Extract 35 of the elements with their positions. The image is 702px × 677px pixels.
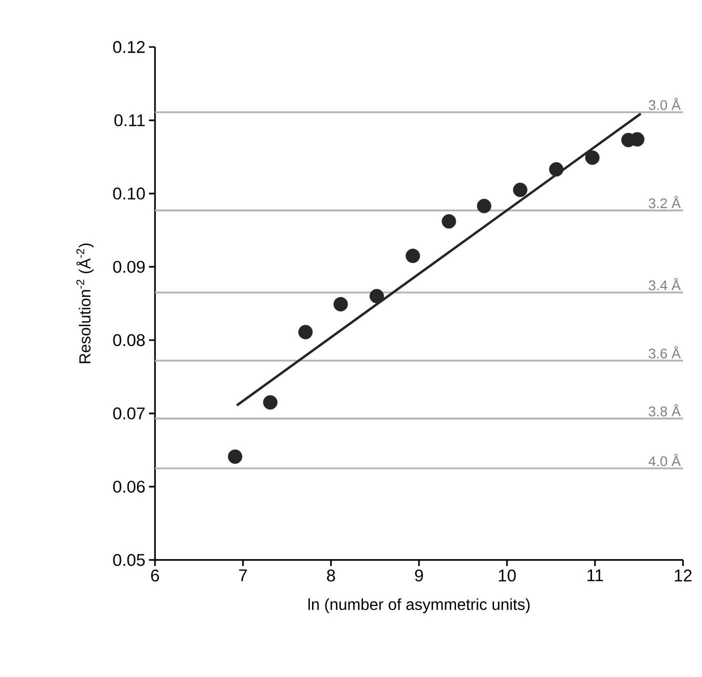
point	[370, 288, 384, 304]
x-tick-label: 12	[674, 570, 692, 582]
point	[549, 162, 564, 177]
y-tick-label: 0.06	[113, 480, 145, 493]
point	[630, 132, 644, 147]
x-tick-label: 7	[239, 570, 247, 582]
x-tick-label: 11	[588, 570, 603, 582]
ref-line-label: 3.6 Å	[648, 346, 681, 358]
x-tick-label: 10	[498, 570, 516, 582]
point	[585, 150, 600, 165]
ref-line-label: 4.0 Å	[648, 454, 681, 466]
x-tick-label: 8	[327, 570, 335, 582]
point	[228, 449, 242, 464]
y-tick-label: 0.08	[113, 334, 145, 346]
point	[298, 324, 313, 340]
ref-line-label: 3.8 Å	[648, 404, 681, 416]
point	[333, 297, 348, 312]
y-tick-label: 0.07	[113, 407, 145, 420]
x-axis-title: ln (number of asymmetric units)	[308, 598, 530, 614]
ref-line-label: 3.0 Å	[648, 98, 681, 110]
y-tick-label: 0.09	[113, 260, 145, 273]
y-axis-title: Resolution$^{-2}$ (Å$^{-2}$)	[76, 244, 94, 364]
point	[406, 248, 420, 264]
y-tick-label: 0.11	[114, 114, 145, 126]
y-tick-label: 0.12	[113, 40, 145, 53]
ref-line-label: 3.4 Å	[648, 278, 681, 290]
x-tick-label: 6	[151, 570, 159, 582]
point	[442, 214, 456, 229]
point	[263, 395, 278, 410]
y-tick-label: 0.10	[113, 188, 145, 200]
y-tick-label: 0.05	[113, 554, 145, 566]
point	[476, 198, 492, 214]
ref-line-label: 3.2 Å	[648, 196, 681, 208]
point	[513, 182, 528, 198]
x-tick-label: 9	[415, 570, 423, 582]
